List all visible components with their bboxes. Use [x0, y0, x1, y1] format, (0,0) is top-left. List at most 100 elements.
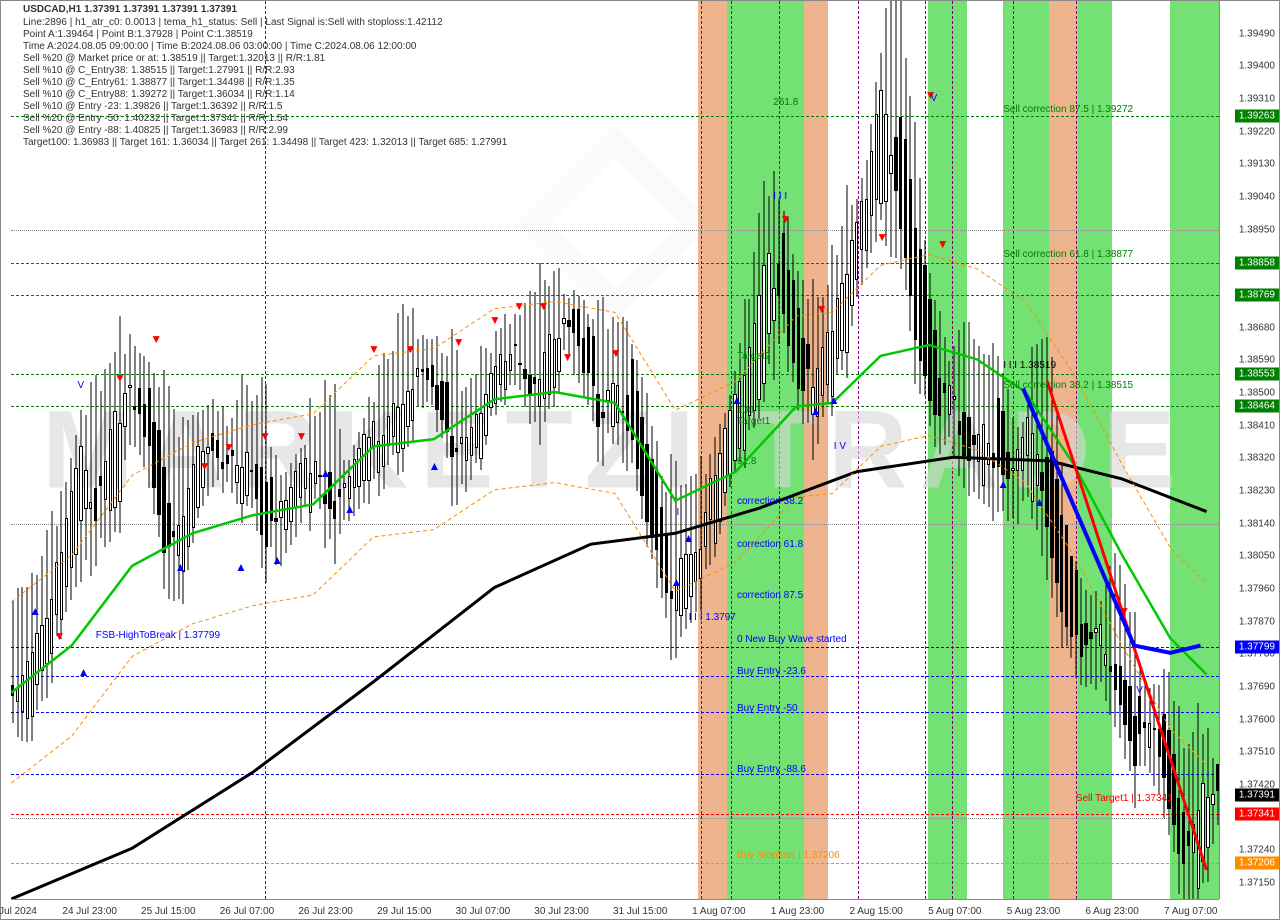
price-badge: 1.38769 [1235, 289, 1279, 302]
chart-label: Buy Entry -50 [737, 703, 798, 714]
chart-label: Sell correction 61.8 | 1.38877 [1003, 249, 1133, 260]
x-tick: 2 Aug 15:00 [849, 906, 902, 917]
chart-label: I [677, 507, 680, 518]
h-line [11, 676, 1219, 677]
info-line: Line:2896 | h1_atr_c0: 0.0013 | tema_h1_… [23, 17, 443, 28]
info-line: Sell %20 @ Market price or at: 1.38519 |… [23, 53, 325, 64]
up-arrow-icon: ▲ [429, 459, 441, 473]
up-arrow-icon: ▲ [683, 531, 695, 545]
price-badge: 1.37391 [1235, 789, 1279, 802]
info-line: Time A:2024.08.05 09:00:00 | Time B:2024… [23, 41, 416, 52]
info-line: Sell %10 @ Entry -23: 1.39826 || Target:… [23, 101, 282, 112]
chart-label: 61.8 [737, 456, 756, 467]
x-tick: 5 Aug 23:00 [1007, 906, 1060, 917]
price-badge: 1.38858 [1235, 257, 1279, 270]
h-line [11, 374, 1219, 375]
x-tick: 30 Jul 07:00 [456, 906, 511, 917]
chart-label: Buy Entry -88.6 [737, 764, 806, 775]
y-tick: 1.38590 [1239, 355, 1275, 366]
h-line [11, 647, 1219, 648]
zone [804, 1, 828, 899]
down-arrow-icon: ▼ [404, 342, 416, 356]
y-tick: 1.37150 [1239, 877, 1275, 888]
h-line [11, 406, 1219, 407]
down-arrow-icon: ▼ [259, 429, 271, 443]
down-arrow-icon: ▼ [562, 350, 574, 364]
v-line [858, 1, 859, 899]
zone [928, 1, 967, 899]
y-tick: 1.37690 [1239, 681, 1275, 692]
x-tick: 26 Jul 07:00 [220, 906, 275, 917]
up-arrow-icon: ▲ [320, 466, 332, 480]
down-arrow-icon: ▼ [610, 346, 622, 360]
x-tick: 26 Jul 23:00 [298, 906, 353, 917]
chart-label: Sell correction 38.2 | 1.38515 [1003, 380, 1133, 391]
price-badge: 1.37799 [1235, 641, 1279, 654]
up-arrow-icon: ▲ [271, 553, 283, 567]
h-line [11, 712, 1219, 713]
chart-label: Target2 [737, 351, 770, 362]
y-tick: 1.39130 [1239, 159, 1275, 170]
chart-label: I I I 1.3797 [689, 612, 736, 623]
info-line: Point A:1.39464 | Point B:1.37928 | Poin… [23, 29, 253, 40]
up-arrow-icon: ▲ [29, 604, 41, 618]
down-arrow-icon: ▼ [816, 302, 828, 316]
y-tick: 1.37960 [1239, 583, 1275, 594]
up-arrow-icon: ▲ [810, 404, 822, 418]
up-arrow-icon: ▲ [344, 502, 356, 516]
chart-label: I I I 1.38519 [1003, 360, 1056, 371]
price-badge: 1.38553 [1235, 367, 1279, 380]
chart-label: 0 New Buy Wave started [737, 634, 847, 645]
chart-label: FSB-HighToBreak | 1.37799 [96, 630, 220, 641]
info-line: Sell %20 @ Entry -88: 1.40825 || Target:… [23, 125, 288, 136]
price-badge: 1.37341 [1235, 807, 1279, 820]
x-tick: 1 Aug 07:00 [692, 906, 745, 917]
info-line: Sell %10 @ C_Entry88: 1.39272 || Target:… [23, 89, 295, 100]
chart-label: V [931, 93, 938, 104]
chart-title: USDCAD,H1 1.37391 1.37391 1.37391 1.3739… [23, 4, 237, 15]
v-line [925, 1, 926, 899]
x-tick: 7 Aug 07:00 [1164, 906, 1217, 917]
down-arrow-icon: ▼ [513, 299, 525, 313]
up-arrow-icon: ▲ [828, 393, 840, 407]
x-tick: 31 Jul 15:00 [613, 906, 668, 917]
down-arrow-icon: ▼ [876, 230, 888, 244]
y-tick: 1.39400 [1239, 61, 1275, 72]
y-tick: 1.37240 [1239, 845, 1275, 856]
y-tick: 1.38050 [1239, 551, 1275, 562]
zone [1078, 1, 1112, 899]
down-arrow-icon: ▼ [295, 429, 307, 443]
chart-label: 261.8 [773, 97, 798, 108]
price-badge: 1.38464 [1235, 400, 1279, 413]
up-arrow-icon: ▲ [78, 665, 90, 679]
down-arrow-icon: ▼ [53, 629, 65, 643]
chart-label: V [1136, 685, 1143, 696]
chart-label: I I I [773, 191, 787, 202]
chart-label: Sell Target1 | 1.37341 [1076, 793, 1173, 804]
info-line: Sell %10 @ C_Entry38: 1.38515 || Target:… [23, 65, 295, 76]
x-tick: 24 Jul 23:00 [62, 906, 117, 917]
y-tick: 1.38320 [1239, 453, 1275, 464]
down-arrow-icon: ▼ [937, 237, 949, 251]
x-tick: 25 Jul 15:00 [141, 906, 196, 917]
price-badge: 1.39263 [1235, 110, 1279, 123]
y-tick: 1.39310 [1239, 93, 1275, 104]
up-arrow-icon: ▲ [174, 560, 186, 574]
y-tick: 1.37870 [1239, 616, 1275, 627]
y-tick: 1.38500 [1239, 387, 1275, 398]
up-arrow-icon: ▲ [235, 560, 247, 574]
x-tick: 6 Aug 23:00 [1085, 906, 1138, 917]
chart-label: I V [834, 441, 846, 452]
chart-label: correction 87.5 [737, 590, 803, 601]
up-arrow-icon: ▲ [1034, 495, 1046, 509]
chart-label: Target1 [737, 416, 770, 427]
x-tick: 1 Aug 23:00 [771, 906, 824, 917]
y-tick: 1.39490 [1239, 28, 1275, 39]
down-arrow-icon: ▼ [150, 332, 162, 346]
y-tick: 1.39040 [1239, 191, 1275, 202]
chart-label: Sell correction 87.5 | 1.39272 [1003, 104, 1133, 115]
down-arrow-icon: ▼ [368, 342, 380, 356]
y-tick: 1.37510 [1239, 747, 1275, 758]
plot-area[interactable]: MARKETZI TRADE USDCAD,H1 1.37391 1.37391… [11, 1, 1219, 899]
h-line [11, 863, 1219, 864]
